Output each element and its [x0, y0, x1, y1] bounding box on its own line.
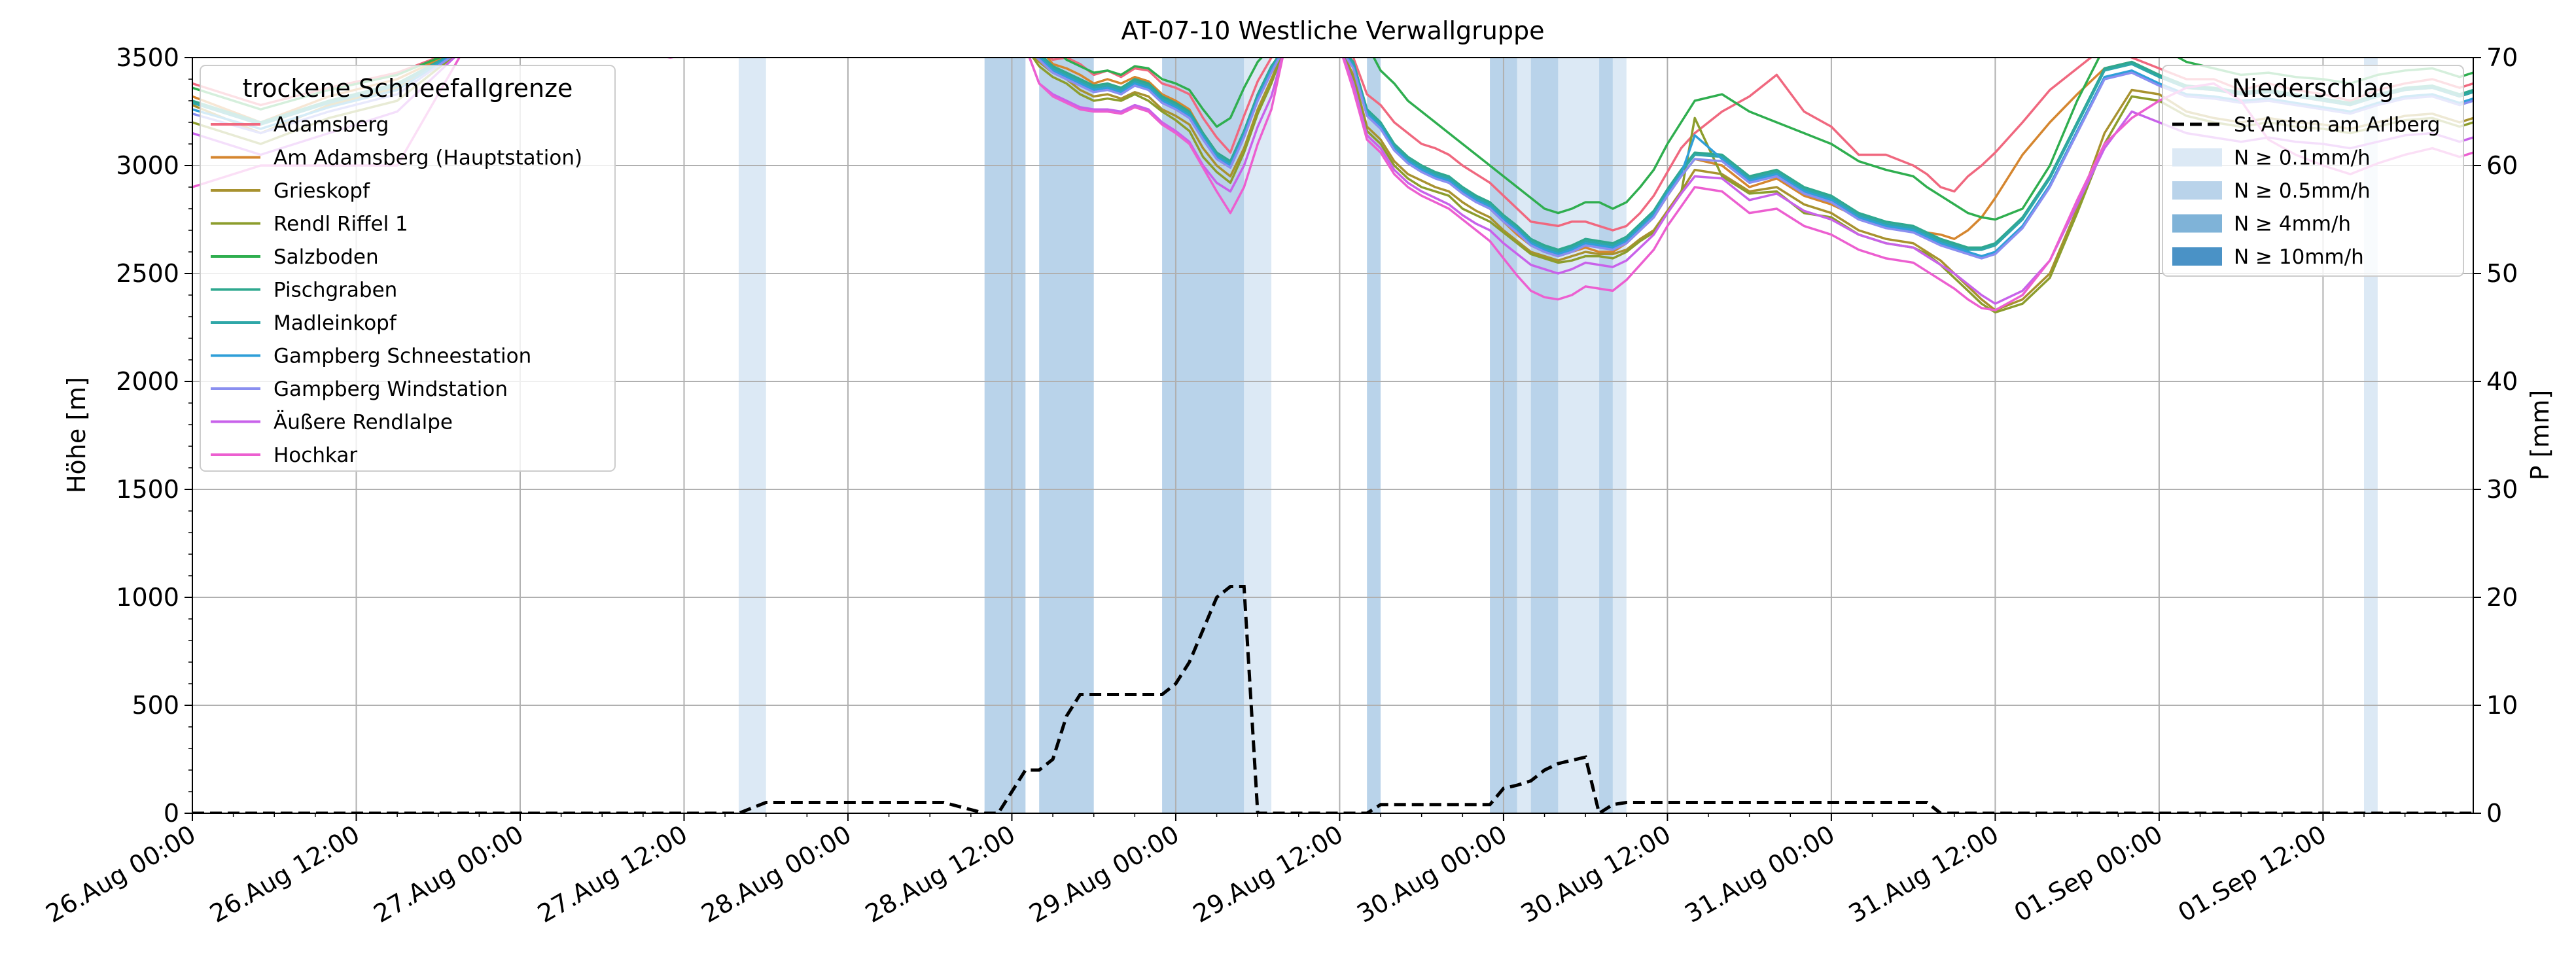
y-tick-label-left: 1500: [116, 475, 179, 504]
legend-left-label: Rendl Riffel 1: [273, 213, 408, 236]
legend-left-entries: Adamsberg Am Adamsberg (Hauptstation) Grie…: [211, 113, 582, 467]
precip-band: [984, 58, 1026, 813]
legend-left-label: Madleinkopf: [273, 311, 397, 335]
y-tick-label-right: 30: [2486, 475, 2518, 504]
y-tick-label-right: 40: [2486, 367, 2518, 396]
precip-band: [1039, 58, 1094, 813]
legend-left-label: Gampberg Windstation: [273, 378, 508, 401]
precip-line-group: [192, 585, 2473, 813]
legend-left-label: Adamsberg: [273, 113, 389, 137]
y-tick-label-left: 3000: [116, 151, 179, 180]
legend-right-label: St Anton am Arlberg: [2234, 113, 2440, 137]
series-line: [192, 58, 2473, 253]
series-lines: [192, 58, 2473, 314]
legend-right: Niederschlag St Anton am Arlberg N ≥ 0.1m…: [2162, 65, 2464, 277]
y-tick-label-left: 2500: [116, 259, 179, 288]
plot-frame: [192, 57, 2474, 814]
legend-left-label: Äußere Rendlalpe: [273, 411, 453, 434]
legend-left-box: [200, 65, 616, 472]
y-tick-label-right: 10: [2486, 691, 2518, 720]
y-tick-label-left: 500: [132, 691, 179, 720]
legend-right-label: N ≥ 10mm/h: [2234, 245, 2364, 269]
legend-left-label: Grieskopf: [273, 179, 370, 203]
series-line: [192, 58, 2473, 305]
legend-right-swatch: [2172, 214, 2222, 233]
legend-left-label: Gampberg Schneestation: [273, 345, 531, 368]
y-tick-label-left: 2000: [116, 367, 179, 396]
legend-left-label: Am Adamsberg (Hauptstation): [273, 147, 582, 170]
legend-right-title: Niederschlag: [2232, 74, 2394, 103]
legend-right-box: [2162, 65, 2464, 277]
y-axis-label-left: Höhe [m]: [62, 377, 91, 493]
legend-left-label: Hochkar: [273, 444, 357, 467]
series-line: [192, 58, 2473, 311]
precip-band: [1612, 58, 1627, 813]
y-tick-label-left: 3500: [116, 43, 179, 72]
legend-right-swatch: [2172, 181, 2222, 200]
legend-left-label: Pischgraben: [273, 279, 397, 302]
precip-band: [1244, 58, 1272, 813]
y-axis-label-right: P [mm]: [2526, 390, 2554, 481]
y-tick-label-right: 70: [2486, 43, 2518, 72]
legend-right-label: N ≥ 4mm/h: [2234, 213, 2351, 236]
legend-right-swatch: [2172, 247, 2222, 266]
legend-left-label: Salzboden: [273, 245, 379, 269]
precip-band: [1517, 58, 1531, 813]
legend-left: trockene Schneefallgrenze Adamsberg Am Ad…: [200, 65, 616, 472]
chart-title: AT-07-10 Westliche Verwallgruppe: [1121, 16, 1545, 45]
precip-line: [192, 585, 2473, 813]
y-tick-label-right: 50: [2486, 259, 2518, 288]
y-tick-label-right: 60: [2486, 151, 2518, 180]
legend-right-label: N ≥ 0.5mm/h: [2234, 179, 2371, 203]
y-tick-label-right: 0: [2486, 799, 2502, 828]
y-tick-label-left: 0: [164, 799, 179, 828]
legend-right-label: N ≥ 0.1mm/h: [2234, 147, 2371, 170]
series-line: [192, 58, 2473, 314]
precip-band: [738, 58, 766, 813]
precip-band: [1558, 58, 1600, 813]
legend-left-title: trockene Schneefallgrenze: [243, 74, 573, 103]
legend-right-swatch: [2172, 148, 2222, 167]
precip-band: [1367, 58, 1381, 813]
y-tick-label-left: 1000: [116, 583, 179, 612]
precip-band: [1599, 58, 1613, 813]
legend-right-entries: St Anton am Arlberg N ≥ 0.1mm/h N ≥ 0.5mm/…: [2172, 113, 2440, 269]
series-line: [192, 58, 2473, 260]
precip-band: [1530, 58, 1559, 813]
y-tick-label-right: 20: [2486, 583, 2518, 612]
